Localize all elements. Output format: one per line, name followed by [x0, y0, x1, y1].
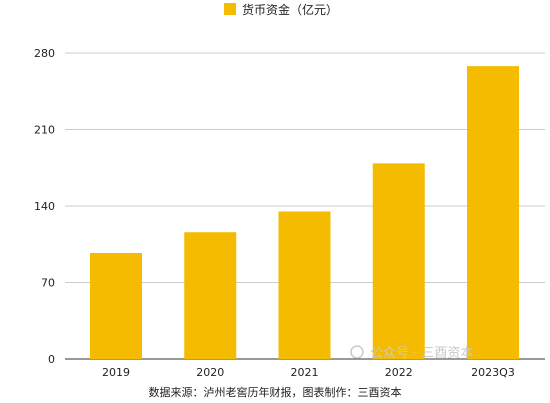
wechat-icon: [350, 345, 364, 359]
x-axis-ticks: 2019 2020 2021 2022 2023Q3: [102, 366, 515, 379]
bar-2021: [278, 211, 331, 359]
legend-label: 货币资金（亿元）: [242, 2, 338, 17]
x-tick-label: 2022: [385, 366, 413, 379]
bars: [90, 66, 519, 359]
y-axis-ticks: 0 70 140 210 280: [34, 47, 55, 366]
bar-2019: [90, 252, 142, 359]
x-tick-label: 2021: [291, 366, 319, 379]
bar-2023Q3: [467, 66, 519, 359]
y-tick-label: 70: [41, 277, 55, 290]
legend: 货币资金（亿元）: [224, 2, 338, 17]
watermark-text: 公众号 · 三酉资本: [370, 346, 473, 361]
y-tick-label: 280: [34, 47, 55, 60]
x-tick-label: 2019: [102, 366, 130, 379]
x-tick-label: 2023Q3: [471, 366, 515, 379]
y-tick-label: 210: [34, 124, 55, 137]
x-tick-label: 2020: [196, 366, 224, 379]
bar-2020: [184, 232, 237, 359]
y-tick-label: 0: [48, 353, 55, 366]
bar-2022: [372, 163, 425, 359]
grid-lines: [65, 52, 545, 360]
watermark: 公众号 · 三酉资本: [350, 345, 473, 361]
source-note: 数据来源：泸州老窖历年财报，图表制作：三酉资本: [149, 385, 402, 399]
y-tick-label: 140: [34, 200, 55, 213]
legend-swatch: [224, 3, 236, 15]
